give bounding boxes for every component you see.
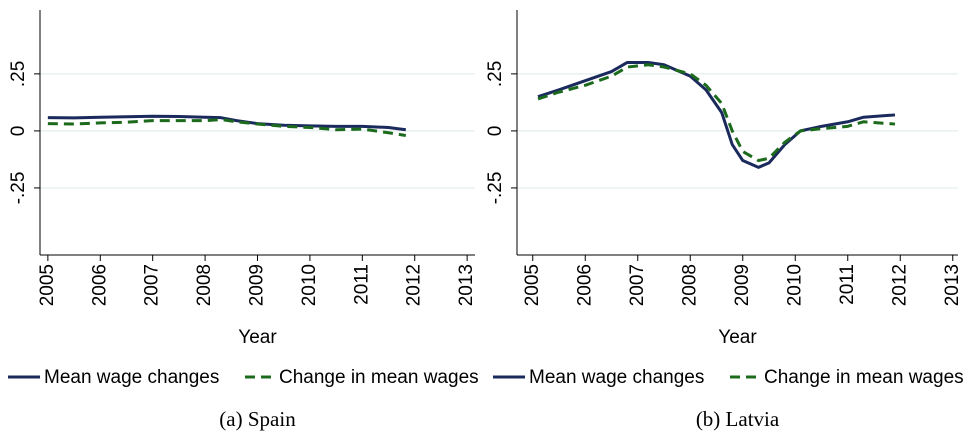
legend-label: Change in mean wages bbox=[279, 367, 479, 388]
x-tick-label: 2005 bbox=[37, 264, 58, 306]
caption: (b) Latvia bbox=[696, 407, 780, 431]
legend-label: Mean wage changes bbox=[529, 367, 704, 388]
line-series bbox=[537, 63, 896, 163]
x-tick-label: 2006 bbox=[574, 264, 595, 306]
x-tick-label: 2005 bbox=[522, 264, 543, 306]
caption: (a) Spain bbox=[219, 407, 296, 431]
x-tick-label: 2013 bbox=[456, 264, 477, 306]
y-tick-label: -.25 bbox=[485, 172, 506, 205]
x-tick-label: 2009 bbox=[247, 264, 268, 306]
x-tick-label: 2013 bbox=[942, 264, 963, 306]
x-tick-label: 2010 bbox=[299, 264, 320, 306]
line-series bbox=[537, 60, 896, 169]
x-axis-label: Year bbox=[718, 327, 757, 348]
x-tick-label: 2009 bbox=[732, 264, 753, 306]
y-tick-label: -.25 bbox=[8, 172, 29, 205]
x-tick-label: 2008 bbox=[679, 264, 700, 306]
x-tick-label: 2007 bbox=[627, 264, 648, 306]
x-tick-label: 2007 bbox=[142, 264, 163, 306]
line-series bbox=[47, 117, 407, 137]
y-tick-label: .25 bbox=[8, 61, 29, 87]
y-tick-label: 0 bbox=[485, 126, 506, 137]
x-tick-label: 2011 bbox=[837, 264, 858, 305]
x-tick-label: 2010 bbox=[784, 264, 805, 306]
y-tick-label: 0 bbox=[8, 126, 29, 137]
x-axis-label: Year bbox=[238, 327, 277, 348]
legend-label: Change in mean wages bbox=[764, 367, 964, 388]
x-tick-label: 2011 bbox=[351, 264, 372, 305]
x-tick-label: 2008 bbox=[194, 264, 215, 306]
x-tick-label: 2012 bbox=[889, 264, 910, 306]
legend-label: Mean wage changes bbox=[44, 367, 219, 388]
y-tick-label: .25 bbox=[485, 61, 506, 87]
x-tick-label: 2012 bbox=[404, 264, 425, 306]
x-tick-label: 2006 bbox=[89, 264, 110, 306]
